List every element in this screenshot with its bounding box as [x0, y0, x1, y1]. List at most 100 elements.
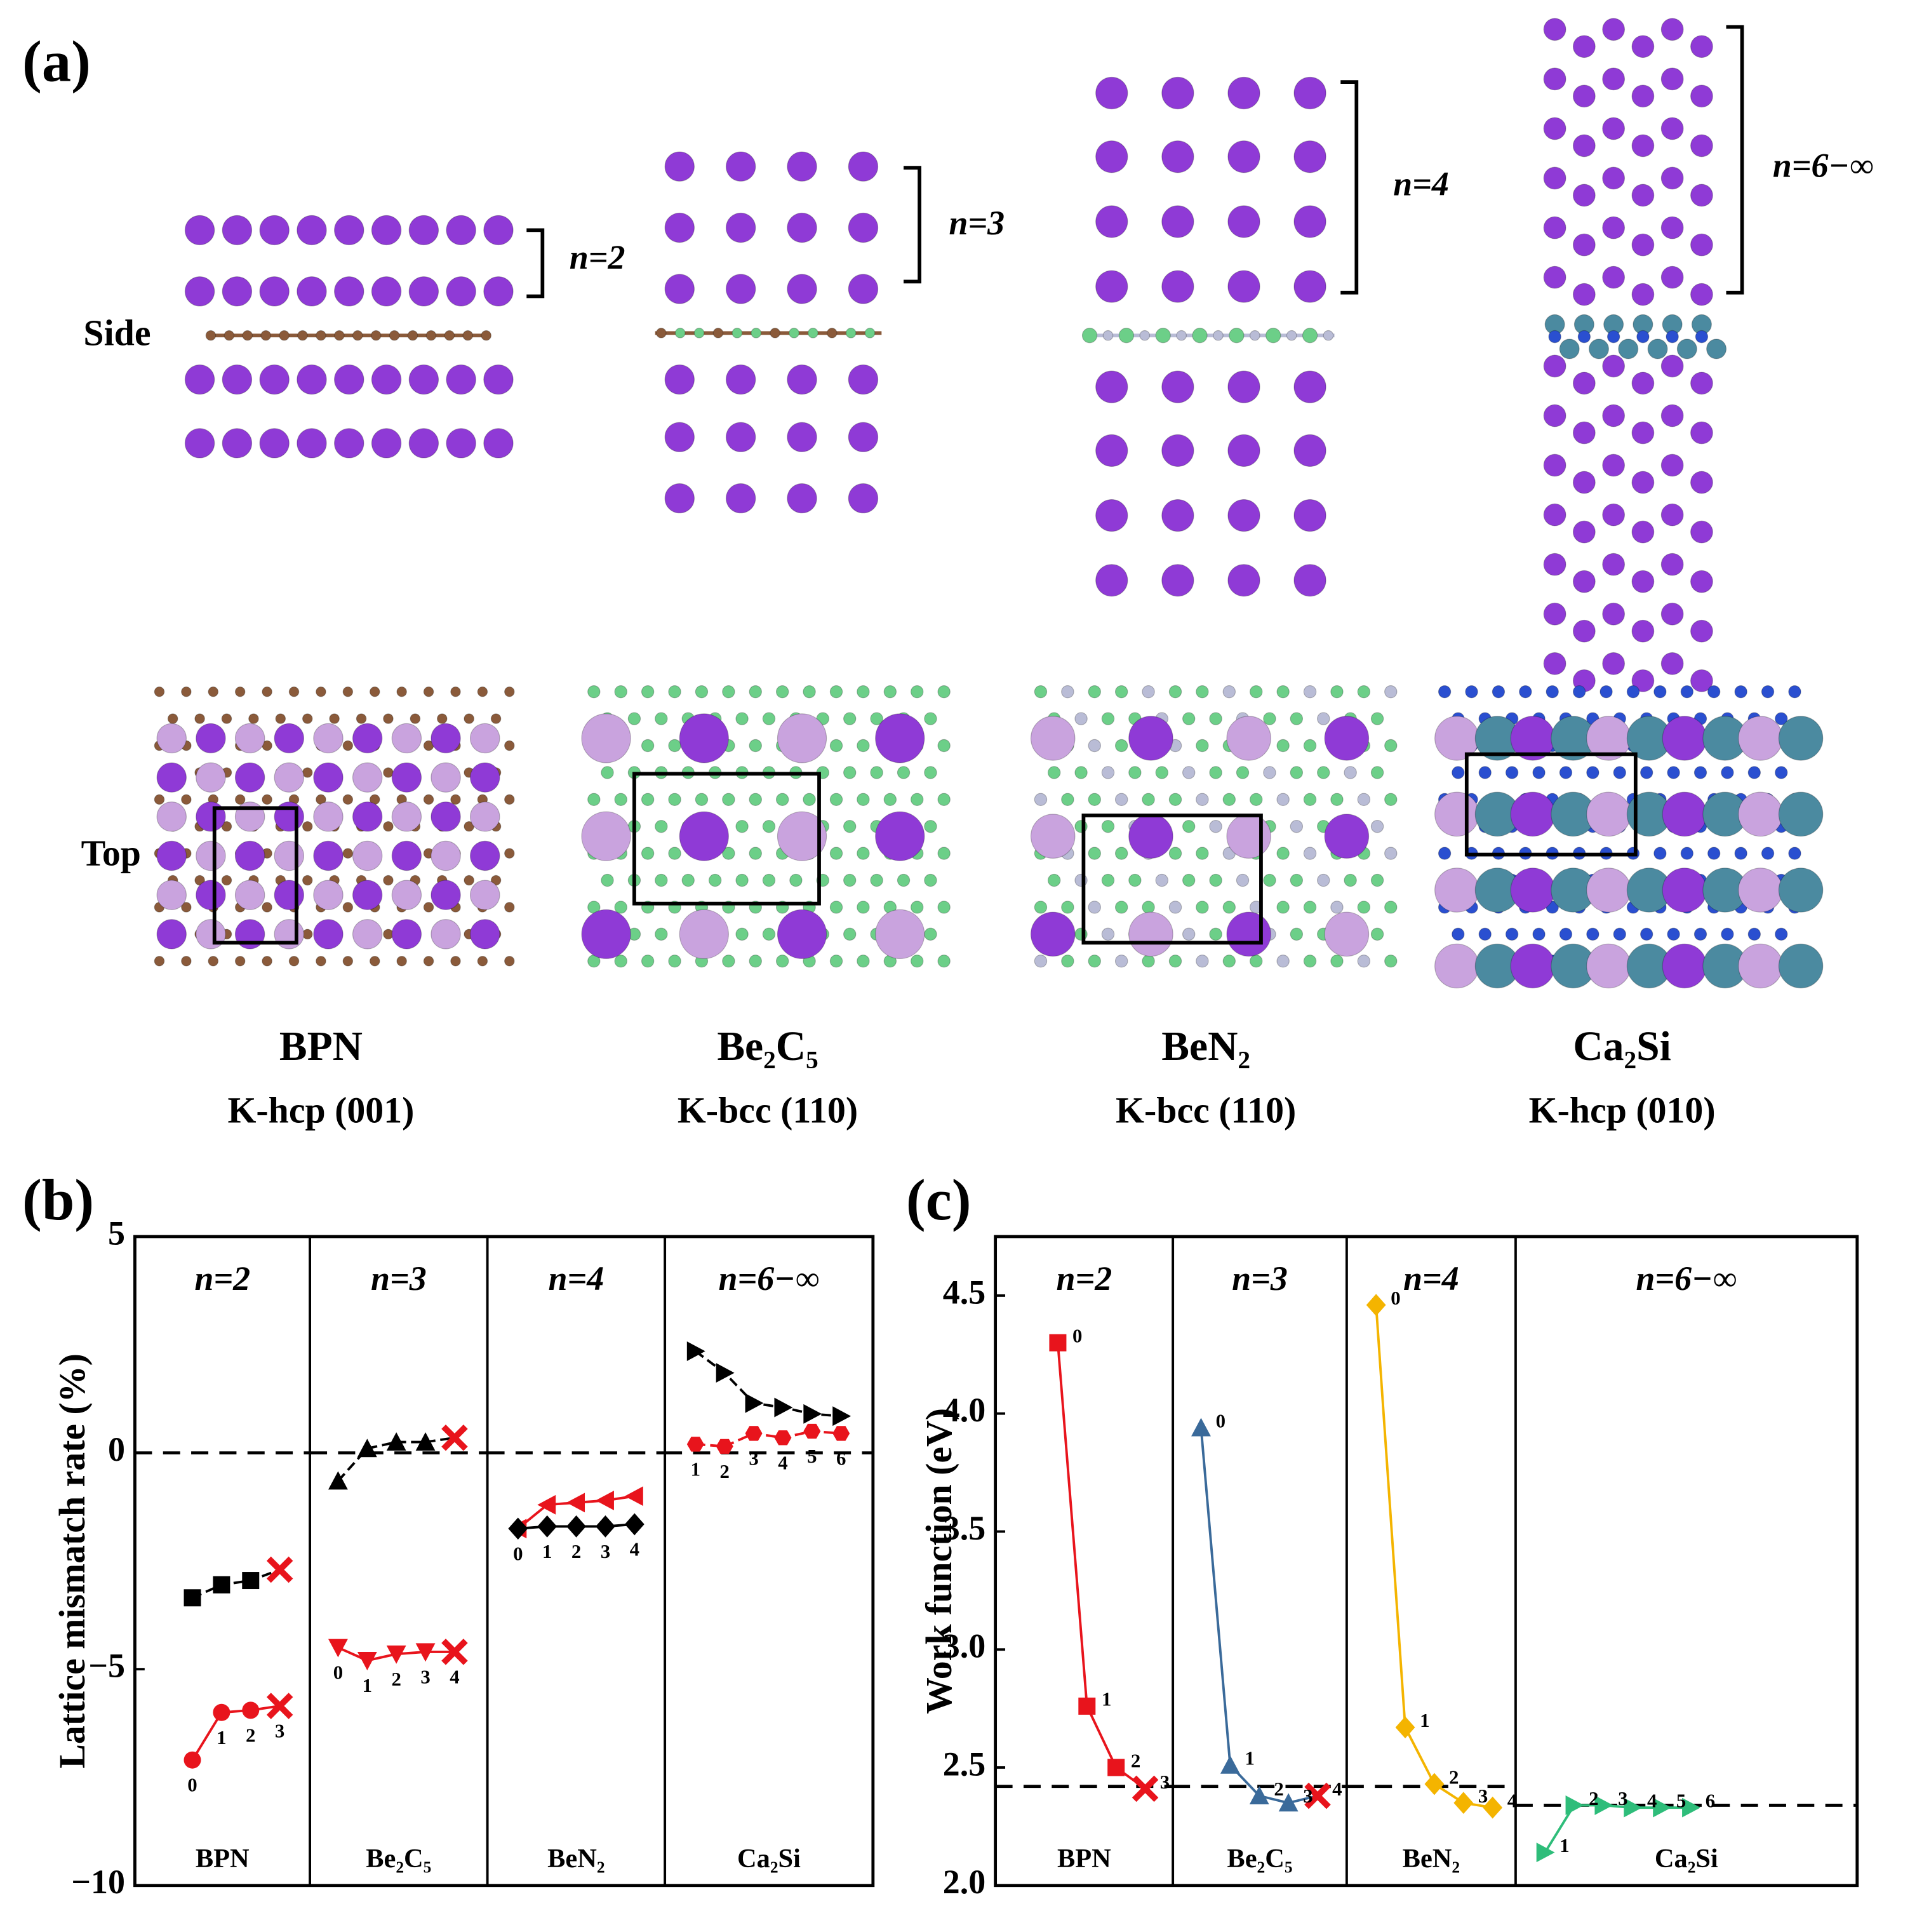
atom — [749, 739, 762, 753]
atom — [1662, 716, 1707, 761]
label: 3 — [1478, 1785, 1488, 1807]
atom — [1303, 793, 1317, 807]
atom — [1222, 685, 1236, 699]
atom — [581, 713, 631, 763]
atom — [259, 428, 290, 459]
marker — [1249, 1786, 1269, 1805]
atom — [1543, 117, 1566, 140]
atom — [937, 685, 951, 699]
label: 6 — [836, 1447, 846, 1469]
atom — [1222, 793, 1236, 807]
atom — [334, 276, 364, 307]
atom — [431, 840, 461, 871]
atom — [342, 794, 354, 805]
atom — [1276, 685, 1290, 699]
marker — [624, 1486, 643, 1506]
atom — [1176, 330, 1187, 341]
atom — [352, 723, 383, 754]
atom — [1118, 328, 1135, 344]
atom — [184, 364, 215, 395]
atom — [668, 739, 681, 753]
atom — [787, 274, 817, 304]
label: K-bcc (110) — [678, 1090, 858, 1131]
atom — [1317, 712, 1330, 725]
y-tick-label: 2.0 — [943, 1863, 985, 1901]
label: n=4 — [1393, 164, 1449, 203]
atom — [1088, 739, 1101, 753]
y-tick-label: 4.5 — [943, 1273, 985, 1311]
atom — [1088, 901, 1101, 914]
marker — [566, 1493, 585, 1513]
atom — [181, 686, 192, 697]
y-tick-label: 2.5 — [943, 1745, 985, 1783]
atom — [1690, 35, 1713, 58]
atom — [1293, 270, 1326, 303]
atom — [911, 901, 924, 914]
atom — [843, 820, 857, 833]
atom — [848, 151, 879, 182]
atom — [777, 713, 827, 763]
atom — [1660, 265, 1684, 289]
atom — [383, 875, 394, 886]
atom — [1660, 67, 1684, 91]
label: n=4 — [548, 1259, 604, 1298]
atom — [464, 713, 474, 724]
atom — [655, 820, 668, 833]
atom — [1662, 943, 1707, 989]
atom — [875, 811, 925, 861]
marker — [415, 1643, 436, 1662]
atom — [1788, 685, 1801, 699]
atom — [313, 762, 344, 793]
atom — [1572, 283, 1596, 306]
atom — [334, 364, 364, 395]
marker — [803, 1423, 821, 1439]
label: 0 — [513, 1543, 523, 1564]
atom — [1660, 166, 1684, 190]
atom — [1227, 564, 1260, 597]
label: 3 — [1618, 1788, 1627, 1809]
atom — [369, 686, 380, 697]
atom — [1236, 873, 1250, 887]
atom — [735, 927, 749, 941]
atom — [1155, 766, 1169, 779]
atom — [1653, 685, 1667, 699]
atom — [224, 330, 235, 341]
atom — [221, 875, 232, 886]
label: BeN₂ — [547, 1844, 604, 1874]
label: 1 — [1245, 1748, 1254, 1769]
atom — [1155, 873, 1169, 887]
atom — [1142, 901, 1155, 914]
atom — [911, 793, 924, 807]
atom — [1602, 602, 1626, 626]
atom — [1357, 901, 1371, 914]
atom — [408, 428, 439, 459]
atom — [431, 919, 461, 949]
marker — [386, 1432, 406, 1451]
atom — [1384, 847, 1398, 860]
atom — [614, 685, 627, 699]
atom — [1631, 84, 1655, 108]
atom — [156, 802, 187, 832]
atom — [1543, 18, 1566, 41]
atom — [857, 901, 870, 914]
atom — [262, 955, 272, 967]
atom — [1660, 404, 1684, 427]
atom — [1293, 564, 1326, 597]
atom — [829, 685, 843, 699]
atom — [762, 820, 776, 833]
marker — [686, 1437, 704, 1452]
atom — [1030, 911, 1076, 957]
marker — [1424, 1773, 1445, 1795]
atom — [1586, 927, 1599, 941]
atom — [1586, 868, 1631, 913]
atom — [857, 793, 870, 807]
atom — [1505, 927, 1519, 941]
atom — [408, 364, 439, 395]
atom — [1324, 814, 1370, 859]
atom — [196, 840, 226, 871]
marker — [1653, 1797, 1672, 1818]
atom — [1631, 134, 1655, 158]
atom — [274, 762, 305, 793]
atom — [234, 686, 246, 697]
atom — [1690, 570, 1713, 593]
